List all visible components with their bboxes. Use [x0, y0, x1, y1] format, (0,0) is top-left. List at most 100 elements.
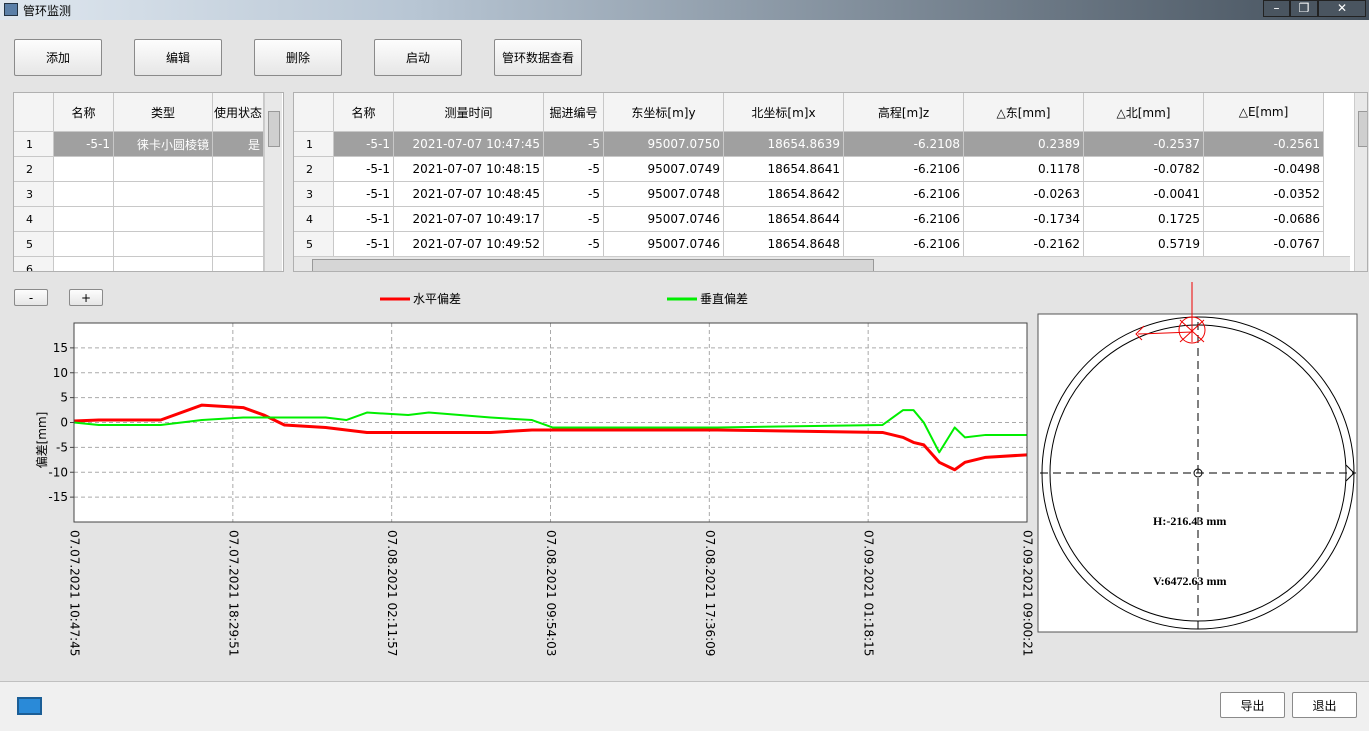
- delete-button[interactable]: 删除: [254, 39, 342, 76]
- x-tick-label: 07.08.2021 02:11:57: [385, 530, 399, 656]
- table-cell: [213, 257, 264, 271]
- table-cell: 2021-07-07 10:48:15: [394, 157, 544, 182]
- row-header: 5: [14, 232, 54, 257]
- v-deviation: V:6472.63 mm: [1153, 574, 1227, 588]
- row-header: 2: [14, 157, 54, 182]
- minimize-button[interactable]: –: [1263, 0, 1290, 17]
- column-header: 测量时间: [394, 93, 544, 132]
- table-cell: 0.1178: [964, 157, 1084, 182]
- table-cell: -0.0352: [1204, 182, 1324, 207]
- row-header: 6: [14, 257, 54, 271]
- column-header: 使用状态: [213, 93, 264, 132]
- table-cell: 0.5719: [1084, 232, 1204, 257]
- column-header: 高程[m]z: [844, 93, 964, 132]
- table-cell: -0.0498: [1204, 157, 1324, 182]
- table-cell: -5-1: [334, 182, 394, 207]
- table-cell: -5: [544, 157, 604, 182]
- scroll-thumb[interactable]: [268, 111, 280, 147]
- row-header: 1: [14, 132, 54, 157]
- add-button[interactable]: 添加: [14, 39, 102, 76]
- center-mark: [1193, 468, 1203, 478]
- column-header: △东[mm]: [964, 93, 1084, 132]
- column-header: 北坐标[m]x: [724, 93, 844, 132]
- table-cell: 18654.8644: [724, 207, 844, 232]
- table-cell: -0.2561: [1204, 132, 1324, 157]
- row-header: 2: [294, 157, 334, 182]
- edit-button[interactable]: 编辑: [134, 39, 222, 76]
- y-axis-label: 偏差[mm]: [34, 412, 49, 469]
- table-cell: 0.2389: [964, 132, 1084, 157]
- table-cell: 徕卡小圆棱镜: [114, 132, 213, 157]
- status-bar: [0, 683, 1369, 731]
- table-cell: [213, 157, 264, 182]
- table-cell: 18654.8642: [724, 182, 844, 207]
- scroll-thumb[interactable]: [1358, 111, 1367, 147]
- legend-label: 垂直偏差: [700, 291, 748, 306]
- table-cell: [114, 257, 213, 271]
- y-tick-label: 0: [60, 416, 68, 430]
- table-cell: 2021-07-07 10:49:17: [394, 207, 544, 232]
- corner-header: [294, 93, 334, 132]
- table-cell: 18654.8648: [724, 232, 844, 257]
- legend-label: 水平偏差: [413, 291, 461, 306]
- corner-header: [14, 93, 54, 132]
- vertical-scrollbar[interactable]: [1354, 93, 1367, 271]
- h-deviation: H:-216.43 mm: [1153, 514, 1226, 528]
- row-header: 3: [294, 182, 334, 207]
- horizontal-scrollbar[interactable]: [294, 256, 1350, 271]
- column-header: 掘进编号: [544, 93, 604, 132]
- axis-arrow: [1345, 464, 1355, 482]
- window-title: 管环监测: [23, 4, 72, 18]
- table-cell: -0.2537: [1084, 132, 1204, 157]
- x-tick-label: 07.08.2021 09:54:03: [544, 530, 558, 656]
- table-cell: -5: [544, 132, 604, 157]
- view-data-button[interactable]: 管环数据查看: [494, 39, 582, 76]
- y-tick-label: -5: [56, 440, 68, 454]
- table-cell: -5-1: [334, 157, 394, 182]
- table-cell: 2021-07-07 10:48:45: [394, 182, 544, 207]
- zoom-out-button[interactable]: -: [14, 289, 48, 306]
- table-cell: 是: [213, 132, 264, 157]
- exit-button[interactable]: 退出: [1292, 692, 1357, 718]
- table-cell: [54, 207, 114, 232]
- table-cell: 18654.8641: [724, 157, 844, 182]
- chart: H:-216.43 mm V:6472.63 mm 15 10 5 0 -5 -10 -15…: [34, 282, 1358, 656]
- table-cell: 95007.0746: [604, 232, 724, 257]
- column-header: 东坐标[m]y: [604, 93, 724, 132]
- table-cell: [213, 182, 264, 207]
- y-tick-label: -10: [48, 465, 68, 479]
- row-header: 4: [14, 207, 54, 232]
- maximize-button[interactable]: ❐: [1290, 0, 1318, 17]
- close-button[interactable]: ✕: [1318, 0, 1366, 17]
- table-cell: [54, 157, 114, 182]
- export-button[interactable]: 导出: [1220, 692, 1285, 718]
- column-header: 类型: [114, 93, 213, 132]
- table-cell: 95007.0749: [604, 157, 724, 182]
- table-cell: 95007.0748: [604, 182, 724, 207]
- column-header: △E[mm]: [1204, 93, 1324, 132]
- target-arrow: [1135, 325, 1193, 341]
- row-header: 1: [294, 132, 334, 157]
- zoom-in-button[interactable]: +: [69, 289, 103, 306]
- vertical-scrollbar[interactable]: [264, 93, 282, 271]
- row-header: 5: [294, 232, 334, 257]
- x-tick-label: 07.08.2021 17:36:09: [703, 530, 717, 656]
- app-icon: [4, 3, 18, 16]
- table-cell: -0.0767: [1204, 232, 1324, 257]
- table-cell: 18654.8639: [724, 132, 844, 157]
- x-tick-label: 07.09.2021 09:00:21: [1021, 530, 1035, 656]
- table-cell: -6.2106: [844, 207, 964, 232]
- table-cell: 95007.0746: [604, 207, 724, 232]
- table-cell: -0.0782: [1084, 157, 1204, 182]
- table-cell: [114, 157, 213, 182]
- table-cell: 2021-07-07 10:49:52: [394, 232, 544, 257]
- y-tick-label: 10: [53, 366, 68, 380]
- scroll-thumb[interactable]: [312, 259, 874, 271]
- table-cell: -0.2162: [964, 232, 1084, 257]
- table-cell: -5-1: [334, 207, 394, 232]
- row-header: 4: [294, 207, 334, 232]
- start-button[interactable]: 启动: [374, 39, 462, 76]
- table-cell: -5: [544, 182, 604, 207]
- table-cell: [114, 207, 213, 232]
